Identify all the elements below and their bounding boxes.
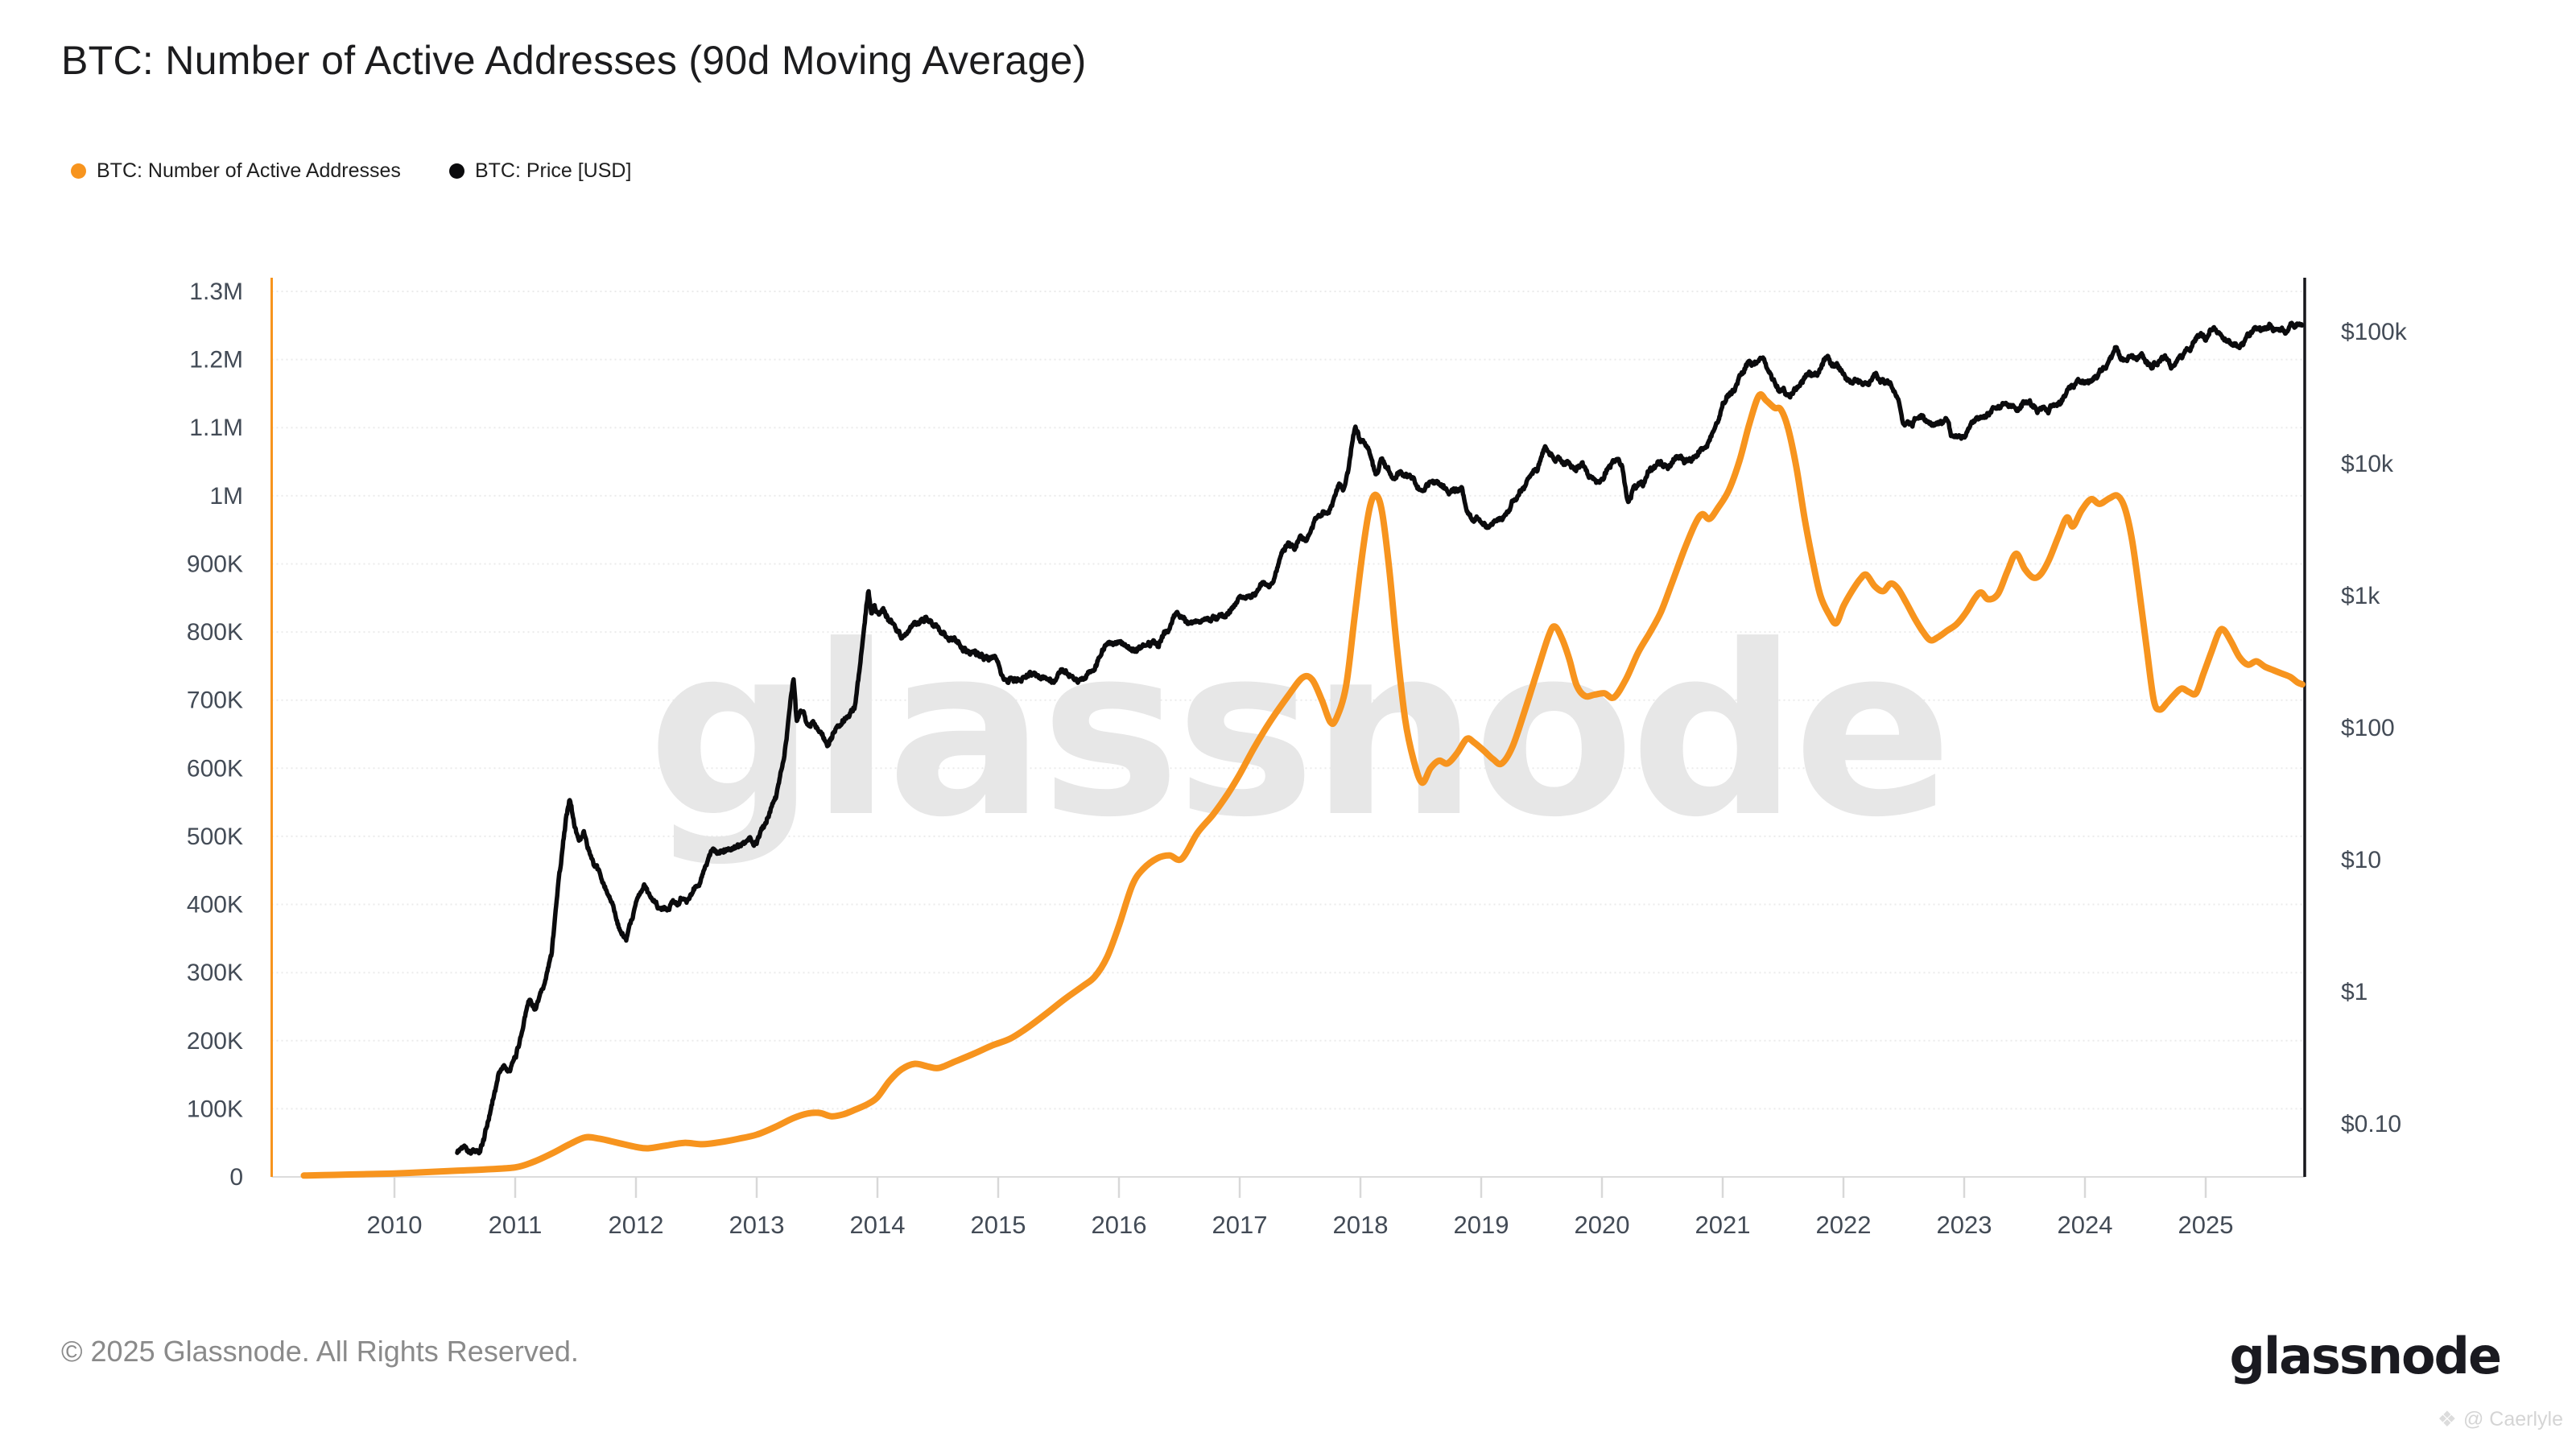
x-tick-label: 2021: [1695, 1211, 1751, 1239]
y-left-tick-label: 500K: [187, 824, 243, 850]
legend-label-price: BTC: Price [USD]: [474, 159, 632, 182]
x-tick-label: 2017: [1212, 1211, 1268, 1239]
y-left-tick-label: 300K: [187, 960, 243, 986]
legend-item-price[interactable]: BTC: Price [USD]: [448, 159, 632, 183]
glassnode-watermark: glassnode: [647, 595, 1947, 869]
y-left-tick-label: 700K: [187, 687, 243, 714]
x-tick-label: 2015: [971, 1211, 1026, 1239]
diamond-icon: ❖: [2437, 1407, 2457, 1431]
y-left-tick-label: 1.2M: [189, 347, 243, 374]
copyright-text: © 2025 Glassnode. All Rights Reserved.: [61, 1335, 579, 1368]
y-left-tick-label: 400K: [187, 892, 243, 919]
legend-label-active-addresses: BTC: Number of Active Addresses: [97, 159, 401, 182]
x-tick-label: 2011: [489, 1211, 543, 1239]
y-left-tick-label: 200K: [187, 1028, 243, 1055]
y-left-tick-label: 1M: [209, 483, 243, 510]
glassnode-logo[interactable]: glassnode: [2229, 1327, 2502, 1385]
y-right-tick-label: $100k: [2341, 319, 2408, 345]
y-left-tick-label: 900K: [187, 551, 243, 578]
y-right-tick-label: $10k: [2341, 451, 2394, 477]
series-active-addresses-line[interactable]: [300, 390, 2306, 1179]
y-left-tick-label: 600K: [187, 755, 243, 782]
x-tick-label: 2019: [1454, 1211, 1509, 1239]
y-left-tick-label: 1.1M: [189, 415, 243, 441]
y-left-tick-label: 100K: [187, 1096, 243, 1122]
author-handle: @ Caerlyle: [2462, 1408, 2563, 1430]
x-tick-label: 2010: [367, 1211, 423, 1239]
y-left-tick-label: 0: [229, 1164, 243, 1191]
page-title: BTC: Number of Active Addresses (90d Mov…: [61, 38, 1087, 83]
x-tick-label: 2023: [1937, 1211, 1992, 1239]
x-tick-label: 2024: [2058, 1211, 2113, 1239]
x-tick-label: 2014: [850, 1211, 906, 1239]
y-left-tick-label: 800K: [187, 619, 243, 646]
legend: BTC: Number of Active Addresses BTC: Pri…: [71, 159, 631, 183]
x-tick-label: 2016: [1092, 1211, 1147, 1239]
y-left-tick-label: 1.3M: [189, 279, 243, 305]
series-color-dot-icon: [71, 163, 86, 179]
x-tick-label: 2022: [1816, 1211, 1872, 1239]
x-tick-label: 2018: [1333, 1211, 1389, 1239]
x-tick-label: 2013: [729, 1211, 785, 1239]
legend-item-active-addresses[interactable]: BTC: Number of Active Addresses: [71, 159, 401, 183]
series-color-dot-icon: [448, 163, 464, 179]
y-right-tick-label: $1: [2341, 979, 2368, 1005]
y-right-tick-label: $100: [2341, 715, 2395, 741]
x-tick-label: 2025: [2178, 1211, 2234, 1239]
x-tick-label: 2012: [609, 1211, 664, 1239]
y-right-tick-label: $10: [2341, 847, 2381, 873]
y-right-tick-label: $1k: [2341, 583, 2380, 609]
author-watermark: ❖ @ Caerlyle: [2438, 1407, 2563, 1432]
x-tick-label: 2020: [1575, 1211, 1630, 1239]
y-right-tick-label: $0.10: [2341, 1111, 2401, 1137]
series-price-line[interactable]: [455, 320, 2305, 1156]
